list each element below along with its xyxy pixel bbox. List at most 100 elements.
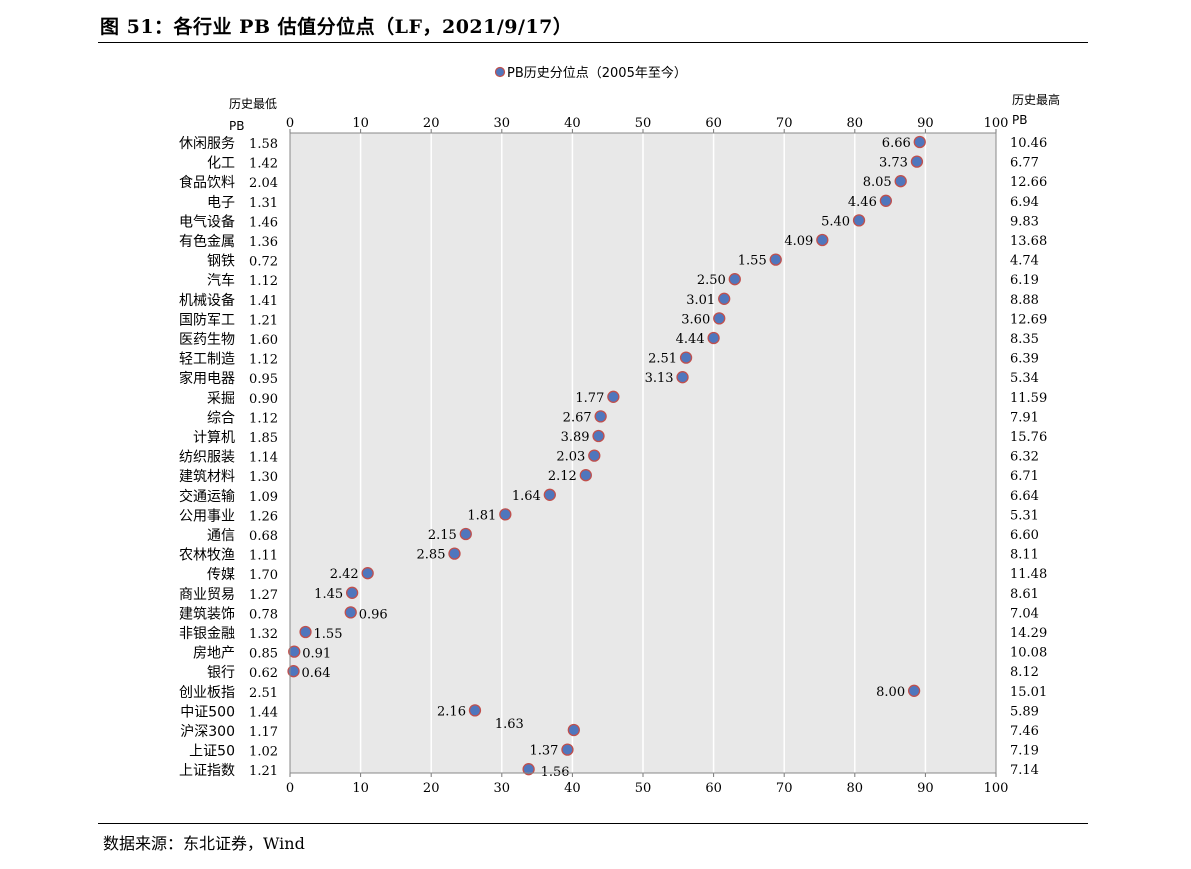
data-point (910, 155, 924, 168)
data-point (816, 233, 829, 247)
data-label: 3.89 (561, 430, 590, 445)
row-name: 医药生物 (179, 332, 235, 348)
row-7: 汽车 1.12 6.19 2.50 (207, 272, 1039, 289)
row-min-pb: 1.30 (249, 470, 278, 485)
row-name: 采掘 (207, 391, 235, 407)
row-max-pb: 6.77 (1010, 156, 1039, 171)
data-label: 0.91 (302, 647, 331, 662)
row-max-pb: 14.29 (1010, 626, 1047, 641)
data-label: 8.00 (876, 685, 905, 700)
tick-label-bottom: 10 (352, 781, 369, 796)
row-name: 有色金属 (179, 233, 235, 250)
row-0: 休闲服务 1.58 10.46 6.66 (179, 135, 1047, 152)
tick-label-top: 70 (776, 116, 793, 131)
row-14: 综合 1.12 7.91 2.67 (207, 410, 1039, 426)
row-min-pb: 1.85 (249, 431, 278, 446)
data-point (287, 665, 300, 678)
data-label: 1.55 (314, 627, 343, 642)
row-name: 交通运输 (179, 488, 235, 505)
row-10: 医药生物 1.60 8.35 4.44 (179, 331, 1039, 348)
row-min-pb: 2.51 (249, 686, 278, 701)
row-name: 传媒 (207, 567, 235, 583)
row-12: 家用电器 0.95 5.34 3.13 (179, 370, 1039, 387)
row-22: 传媒 1.70 11.48 2.42 (207, 567, 1047, 583)
data-point (588, 449, 601, 462)
data-label: 1.45 (314, 587, 343, 602)
tick-label-top: 10 (352, 116, 369, 131)
gridlines (359, 133, 927, 773)
data-label: 1.77 (575, 391, 604, 406)
row-name: 纺织服装 (179, 450, 235, 466)
row-19: 公用事业 1.26 5.31 1.81 (179, 508, 1039, 524)
plot-frame (289, 132, 997, 774)
row-max-pb: 7.14 (1010, 763, 1039, 778)
row-25: 非银金融 1.32 14.29 1.55 (179, 625, 1047, 642)
legend-marker (494, 66, 506, 78)
tick-label-top: 40 (564, 116, 581, 131)
tick-label-bottom: 30 (494, 781, 511, 796)
row-11: 轻工制造 1.12 6.39 2.51 (179, 351, 1039, 368)
row-name: 计算机 (193, 430, 235, 446)
row-23: 商业贸易 1.27 8.61 1.45 (179, 586, 1039, 603)
tick-label-bottom: 60 (705, 781, 722, 796)
row-max-pb: 7.04 (1010, 606, 1039, 621)
row-max-pb: 10.46 (1010, 136, 1047, 151)
row-20: 通信 0.68 6.60 2.15 (207, 527, 1039, 544)
row-max-pb: 6.60 (1010, 528, 1039, 543)
row-name: 房地产 (193, 646, 235, 662)
row-min-pb: 1.27 (249, 588, 278, 603)
row-max-pb: 5.34 (1010, 371, 1039, 386)
data-point (852, 214, 866, 227)
data-label: 2.42 (330, 567, 359, 582)
data-point (361, 567, 374, 580)
row-max-pb: 8.11 (1010, 548, 1039, 563)
row-name: 汽车 (207, 272, 235, 289)
row-name: 沪深300 (180, 724, 235, 740)
row-max-pb: 12.66 (1010, 175, 1047, 190)
data-point (679, 351, 693, 364)
row-min-pb: 1.60 (249, 333, 278, 348)
row-max-pb: 8.35 (1010, 332, 1039, 347)
data-point (567, 723, 580, 737)
tick-label-bottom: 90 (917, 781, 934, 796)
row-name: 通信 (207, 528, 235, 544)
row-29: 中证500 1.44 5.89 2.16 (180, 704, 1039, 720)
row-min-pb: 1.70 (249, 568, 278, 583)
row-min-pb: 1.02 (249, 745, 278, 760)
data-point (713, 312, 726, 325)
right-header-line1: 历史最高 (1012, 92, 1060, 107)
data-point (769, 253, 782, 266)
left-header-line1: 历史最低 (229, 97, 277, 111)
row-name: 建筑装饰 (179, 606, 235, 622)
tick-label-top: 60 (705, 116, 722, 131)
row-min-pb: 1.12 (249, 411, 278, 426)
row-max-pb: 12.69 (1010, 312, 1047, 327)
data-point (913, 135, 926, 149)
data-label: 1.63 (495, 717, 524, 732)
row-name: 上证50 (189, 744, 235, 760)
row-9: 国防军工 1.21 12.69 3.60 (179, 312, 1047, 328)
data-label: 2.67 (563, 410, 592, 425)
row-6: 钢铁 0.72 4.74 1.55 (207, 253, 1039, 270)
tick-label-bottom: 0 (286, 781, 294, 796)
row-name: 非银金融 (179, 626, 235, 642)
row-max-pb: 6.71 (1010, 469, 1039, 484)
data-point (344, 606, 357, 619)
row-max-pb: 7.91 (1010, 410, 1039, 425)
row-min-pb: 0.90 (249, 392, 278, 407)
row-min-pb: 0.95 (249, 372, 278, 387)
x-axis-top-ticks: 0 10 20 30 40 50 60 70 80 90 100 (286, 116, 1008, 133)
data-point (561, 743, 574, 756)
row-31: 上证50 1.02 7.19 1.37 (189, 743, 1039, 760)
row-name: 家用电器 (179, 370, 235, 387)
data-label: 0.96 (359, 607, 388, 622)
row-max-pb: 11.48 (1010, 567, 1047, 582)
row-18: 交通运输 1.09 6.64 1.64 (179, 488, 1039, 505)
row-15: 计算机 1.85 15.76 3.89 (193, 429, 1047, 446)
row-5: 有色金属 1.36 13.68 4.09 (179, 233, 1047, 250)
data-point (468, 704, 482, 717)
figure-title: 图 51：各行业 PB 估值分位点（LF，2021/9/17） (100, 16, 573, 38)
tick-label-top: 0 (286, 116, 294, 131)
legend-label: PB历史分位点（2005年至今） (507, 65, 687, 81)
